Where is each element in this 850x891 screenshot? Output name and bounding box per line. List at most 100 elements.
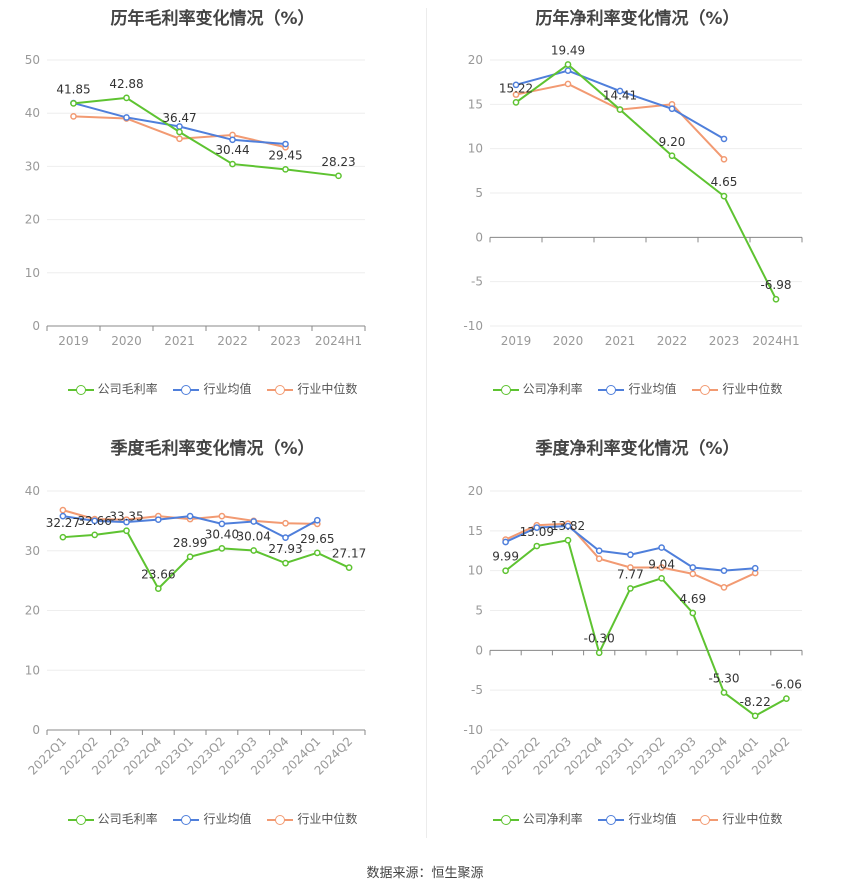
industry-average-series-point [616,87,624,95]
data-label: -0.30 [584,632,615,646]
legend-item-avg[interactable]: 行业均值 [173,810,252,827]
company-series-line [504,539,787,718]
data-label: 9.04 [648,557,675,571]
y-tick-label: 0 [475,643,483,657]
y-tick-label: 20 [25,604,40,618]
company-series-point [668,152,676,160]
y-tick-label: -5 [471,683,483,697]
industry-average-series-point [91,517,99,525]
legend-item-avg[interactable]: 行业均值 [598,380,677,397]
annual-gross-margin-panel: 历年毛利率变化情况（%） 0 10 20 30 40 50 2019 2020 2021 2022… [0,0,425,430]
legend: 公司毛利率 行业均值 行业中位数 [0,380,425,397]
y-tick-label: 10 [468,564,483,578]
legend-label: 行业均值 [203,812,252,826]
legend: 公司净利率 行业均值 行业中位数 [425,380,850,397]
industry-average-series-point [564,522,572,530]
industry-average-series-point [668,105,676,113]
legend-marker-median [692,384,719,395]
quarterly-gross-margin-panel: 季度毛利率变化情况（%） 0 10 20 30 40 2022Q1 2022Q2 2022Q3… [0,430,425,860]
x-tick-label: 2020 [111,334,142,348]
data-label: 36.47 [162,111,196,125]
company-series-point [564,536,572,544]
legend-label: 行业均值 [628,812,677,826]
data-label: 28.23 [321,155,355,169]
legend-label: 公司净利率 [522,382,583,396]
x-tick-label: 2019 [501,334,532,348]
industry-average-series-point [250,518,258,525]
x-tick-label: 2022 [217,334,248,348]
data-label: 27.93 [268,542,302,556]
data-label: 30.44 [215,143,249,157]
legend-item-median[interactable]: 行业中位数 [692,380,782,397]
x-tick-label: 2023 [709,334,740,348]
data-label: -6.06 [771,678,802,692]
company-series-point [176,128,183,136]
legend-marker-median [692,814,719,825]
data-label: 9.99 [492,550,519,564]
y-tick-label: 5 [475,604,483,618]
company-series-point [772,295,780,303]
industry-median-series-point [176,135,183,143]
industry-average-series-point [627,551,634,559]
data-label: 13.82 [551,519,585,533]
legend-item-avg[interactable]: 行业均值 [173,380,252,397]
legend-item-median[interactable]: 行业中位数 [692,810,782,827]
data-label: 7.77 [617,567,644,581]
plot-area: -10 -5 0 5 10 15 20 2019 2020 2021 2022 2023 2024H1 1… [463,44,803,348]
legend-item-company[interactable]: 公司净利率 [492,810,583,827]
legend-marker-company [492,814,519,825]
legend-item-median[interactable]: 行业中位数 [267,810,357,827]
legend-label: 公司毛利率 [97,812,158,826]
company-series-point [595,649,603,657]
industry-average-series-point [658,544,665,551]
y-tick-label: 20 [468,53,483,67]
data-label: 29.65 [300,532,334,546]
industry-average-series-point [751,564,759,572]
industry-median-series-point [658,564,665,571]
company-series-point [345,564,353,572]
company-series-point [533,542,541,550]
company-series-point [751,712,759,720]
legend-marker-avg [173,384,200,395]
legend-label: 公司净利率 [522,812,583,826]
industry-median-series-point [595,555,603,563]
company-series-line [515,63,777,300]
company-series-point [229,160,236,168]
y-tick-label: 20 [25,213,40,227]
legend-marker-avg [598,384,625,395]
legend-item-company[interactable]: 公司毛利率 [67,380,158,397]
industry-average-series-point [154,516,162,524]
plot-area: 0102030402022Q12022Q22022Q32022Q42023Q12… [25,484,367,778]
y-tick-label: 40 [25,106,40,120]
data-label: 9.20 [659,135,686,149]
y-tick-label: -5 [471,275,483,289]
data-label: 13.09 [520,525,554,539]
y-tick-label: 10 [25,266,40,280]
company-series-point [282,165,289,173]
industry-average-series-point [689,564,697,571]
legend-item-company[interactable]: 公司毛利率 [67,810,158,827]
company-series-point [91,531,99,539]
y-tick-label: 0 [32,319,40,333]
legend-item-avg[interactable]: 行业均值 [598,810,677,827]
company-series-point [335,172,342,180]
data-label: 30.04 [237,530,271,544]
industry-median-series-point [59,506,67,514]
industry-median-series-point [720,155,728,163]
legend-label: 行业均值 [203,382,252,396]
legend-item-median[interactable]: 行业中位数 [267,380,357,397]
industry-median-series-point [512,91,520,98]
legend-label: 公司毛利率 [97,382,158,396]
industry-median-series-point [218,512,226,520]
industry-median-series-point [720,584,728,591]
company-series-point [123,94,130,102]
data-label: 33.35 [109,510,143,524]
industry-median-series-point [627,564,634,571]
plot-area: -10-5051015202022Q12022Q22022Q32022Q4202… [463,484,803,778]
chart-title: 季度毛利率变化情况（%） [110,439,315,459]
x-tick-label: 2021 [605,334,636,348]
legend-item-company[interactable]: 公司净利率 [492,380,583,397]
y-tick-label: 10 [468,142,483,156]
company-series-point [627,585,634,592]
annual-net-margin-panel: 历年净利率变化情况（%） -10 -5 0 5 10 15 20 2019 2020 2021 20… [425,0,850,430]
